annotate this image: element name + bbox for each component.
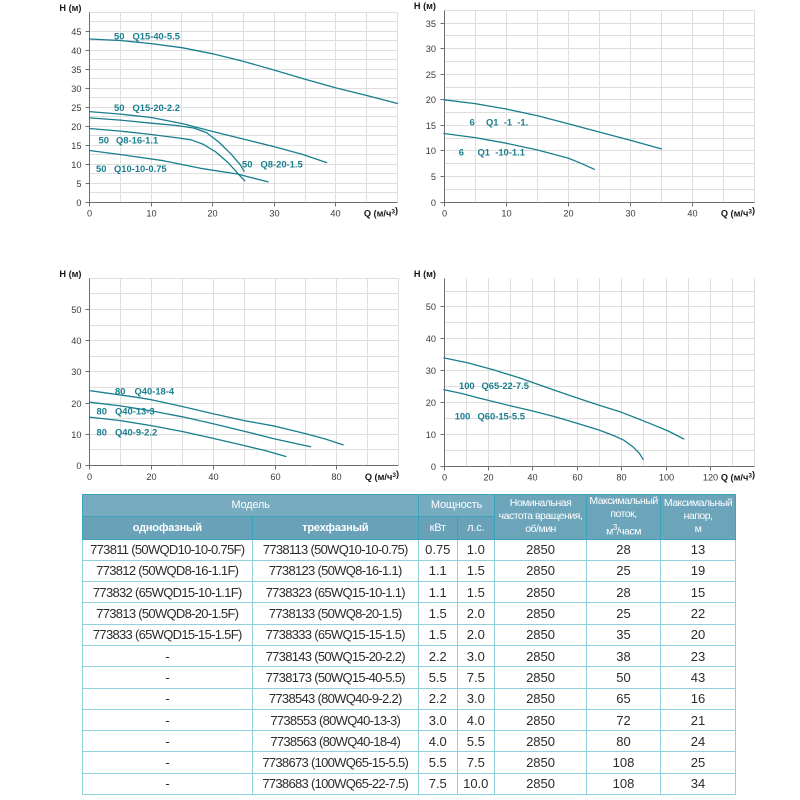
svg-text:10: 10 bbox=[71, 430, 81, 440]
svg-text:100: 100 bbox=[659, 473, 674, 483]
svg-text:5: 5 bbox=[76, 179, 81, 189]
svg-text:0: 0 bbox=[87, 209, 92, 219]
svg-text:50: 50 bbox=[426, 302, 436, 312]
svg-text:40: 40 bbox=[71, 46, 81, 56]
svg-text:50: 50 bbox=[99, 135, 109, 146]
svg-text:50: 50 bbox=[96, 163, 106, 174]
svg-text:80: 80 bbox=[97, 427, 107, 438]
svg-text:50: 50 bbox=[71, 305, 81, 315]
svg-text:15: 15 bbox=[71, 141, 81, 151]
svg-text:30: 30 bbox=[625, 209, 635, 219]
svg-text:80: 80 bbox=[115, 386, 125, 397]
svg-text:Q8-20-1.5: Q8-20-1.5 bbox=[261, 159, 303, 170]
svg-text:Q10-10-0.75: Q10-10-0.75 bbox=[114, 163, 167, 174]
svg-text:30: 30 bbox=[71, 84, 81, 94]
svg-text:Q8-16-1.1: Q8-16-1.1 bbox=[116, 135, 158, 146]
svg-text:20: 20 bbox=[146, 472, 156, 482]
svg-text:40: 40 bbox=[426, 334, 436, 344]
svg-text:30: 30 bbox=[269, 209, 279, 219]
svg-text:100: 100 bbox=[455, 411, 471, 422]
svg-text:60: 60 bbox=[572, 473, 582, 483]
svg-text:0: 0 bbox=[442, 473, 447, 483]
svg-text:10: 10 bbox=[426, 146, 436, 156]
svg-text:Q (м/ч3): Q (м/ч3) bbox=[721, 206, 755, 219]
svg-text:20: 20 bbox=[563, 209, 573, 219]
svg-text:Q60-15-5.5: Q60-15-5.5 bbox=[478, 411, 525, 422]
svg-text:120: 120 bbox=[703, 473, 718, 483]
svg-text:40: 40 bbox=[527, 473, 537, 483]
svg-text:80: 80 bbox=[97, 406, 107, 417]
svg-text:0: 0 bbox=[76, 198, 81, 208]
svg-text:30: 30 bbox=[426, 44, 436, 54]
svg-text:20: 20 bbox=[71, 399, 81, 409]
svg-text:10: 10 bbox=[146, 209, 156, 219]
svg-text:Q40-18-4: Q40-18-4 bbox=[135, 386, 175, 397]
svg-text:0: 0 bbox=[431, 462, 436, 472]
svg-text:Q (м/ч3): Q (м/ч3) bbox=[364, 206, 398, 219]
svg-text:Q1 -1 -1.: Q1 -1 -1. bbox=[486, 117, 528, 128]
svg-text:Q15-40-5.5: Q15-40-5.5 bbox=[133, 31, 180, 42]
svg-text:H (м): H (м) bbox=[59, 269, 81, 279]
svg-text:35: 35 bbox=[71, 65, 81, 75]
svg-text:H (м): H (м) bbox=[414, 1, 436, 11]
svg-text:25: 25 bbox=[71, 103, 81, 113]
svg-text:Q (м/ч3): Q (м/ч3) bbox=[721, 470, 755, 483]
svg-text:Q (м/ч3): Q (м/ч3) bbox=[365, 469, 399, 482]
svg-text:10: 10 bbox=[71, 160, 81, 170]
svg-text:Q15-20-2.2: Q15-20-2.2 bbox=[133, 102, 180, 113]
svg-text:20: 20 bbox=[426, 95, 436, 105]
svg-text:80: 80 bbox=[616, 473, 626, 483]
svg-text:45: 45 bbox=[71, 27, 81, 37]
svg-text:20: 20 bbox=[426, 398, 436, 408]
svg-text:Q40-9-2.2: Q40-9-2.2 bbox=[115, 427, 157, 438]
svg-text:6: 6 bbox=[459, 147, 464, 158]
svg-text:5: 5 bbox=[431, 172, 436, 182]
svg-text:0: 0 bbox=[87, 472, 92, 482]
svg-text:H (м): H (м) bbox=[59, 3, 81, 13]
svg-text:30: 30 bbox=[426, 366, 436, 376]
svg-text:50: 50 bbox=[114, 31, 124, 42]
svg-text:30: 30 bbox=[71, 367, 81, 377]
svg-text:25: 25 bbox=[426, 70, 436, 80]
svg-text:6: 6 bbox=[470, 117, 475, 128]
svg-text:40: 40 bbox=[208, 472, 218, 482]
svg-text:Q65-22-7.5: Q65-22-7.5 bbox=[482, 380, 529, 391]
svg-text:40: 40 bbox=[687, 209, 697, 219]
svg-text:0: 0 bbox=[76, 461, 81, 471]
svg-text:20: 20 bbox=[483, 473, 493, 483]
svg-text:50: 50 bbox=[242, 159, 252, 170]
svg-text:H (м): H (м) bbox=[414, 269, 436, 279]
svg-text:Q1 -10-1.1: Q1 -10-1.1 bbox=[478, 147, 525, 158]
svg-text:10: 10 bbox=[426, 430, 436, 440]
svg-text:0: 0 bbox=[431, 198, 436, 208]
svg-text:0: 0 bbox=[442, 209, 447, 219]
svg-text:20: 20 bbox=[71, 122, 81, 132]
svg-text:10: 10 bbox=[501, 209, 511, 219]
svg-text:15: 15 bbox=[426, 121, 436, 131]
svg-text:Q40-13-3: Q40-13-3 bbox=[115, 406, 155, 417]
svg-text:40: 40 bbox=[71, 336, 81, 346]
svg-text:100: 100 bbox=[459, 380, 475, 391]
svg-text:20: 20 bbox=[207, 209, 217, 219]
svg-text:35: 35 bbox=[426, 19, 436, 29]
svg-text:50: 50 bbox=[114, 102, 124, 113]
svg-text:80: 80 bbox=[331, 472, 341, 482]
svg-text:40: 40 bbox=[330, 209, 340, 219]
svg-text:60: 60 bbox=[270, 472, 280, 482]
